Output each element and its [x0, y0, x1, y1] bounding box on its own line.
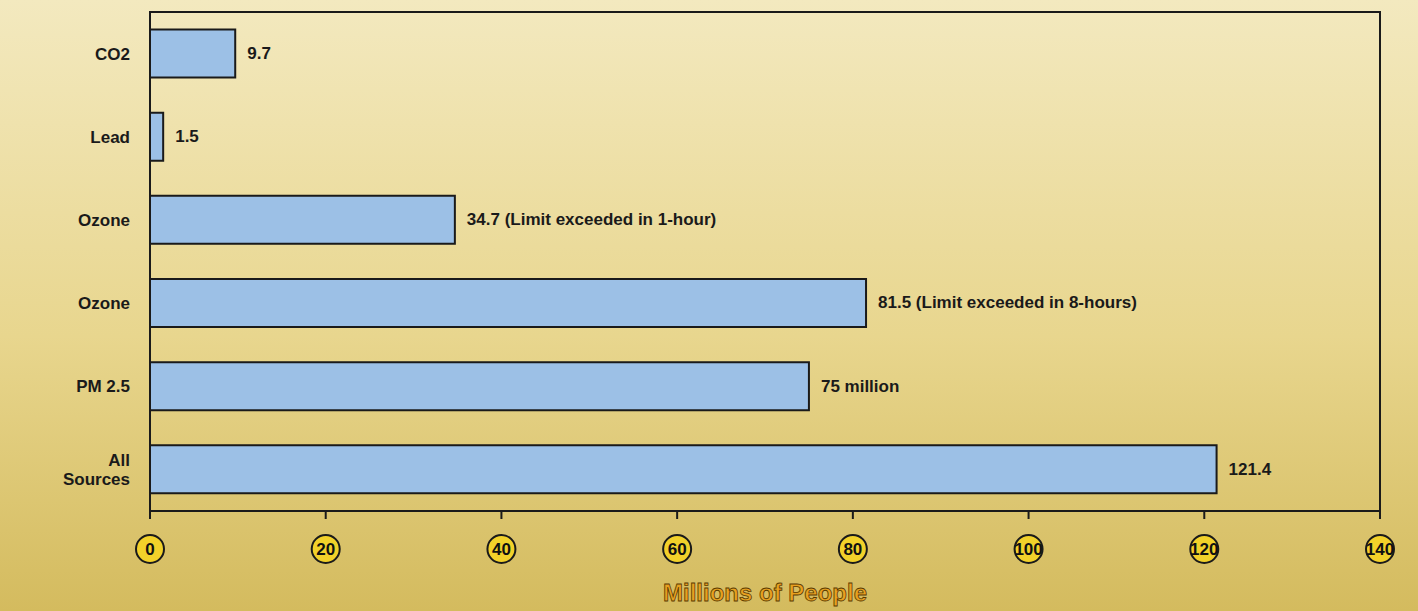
svg-text:121.4: 121.4: [1229, 460, 1272, 479]
svg-text:100: 100: [1014, 540, 1042, 559]
svg-text:20: 20: [316, 540, 335, 559]
svg-text:34.7 (Limit exceeded in 1-hour: 34.7 (Limit exceeded in 1-hour): [467, 210, 716, 229]
svg-text:75 million: 75 million: [821, 377, 899, 396]
svg-text:40: 40: [492, 540, 511, 559]
svg-text:Ozone: Ozone: [78, 294, 130, 313]
svg-text:81.5 (Limit exceeded in 8-hour: 81.5 (Limit exceeded in 8-hours): [878, 293, 1137, 312]
svg-text:140: 140: [1366, 540, 1394, 559]
svg-text:AllSources: AllSources: [63, 450, 130, 488]
svg-text:1.5: 1.5: [175, 127, 199, 146]
svg-text:9.7: 9.7: [247, 44, 271, 63]
svg-text:120: 120: [1190, 540, 1218, 559]
svg-text:80: 80: [843, 540, 862, 559]
svg-text:PM 2.5: PM 2.5: [76, 377, 130, 396]
svg-text:0: 0: [145, 540, 154, 559]
svg-text:Millions of People: Millions of People: [663, 579, 867, 606]
svg-text:CO2: CO2: [95, 44, 130, 63]
svg-text:60: 60: [668, 540, 687, 559]
svg-text:Lead: Lead: [90, 127, 130, 146]
svg-text:Ozone: Ozone: [78, 210, 130, 229]
